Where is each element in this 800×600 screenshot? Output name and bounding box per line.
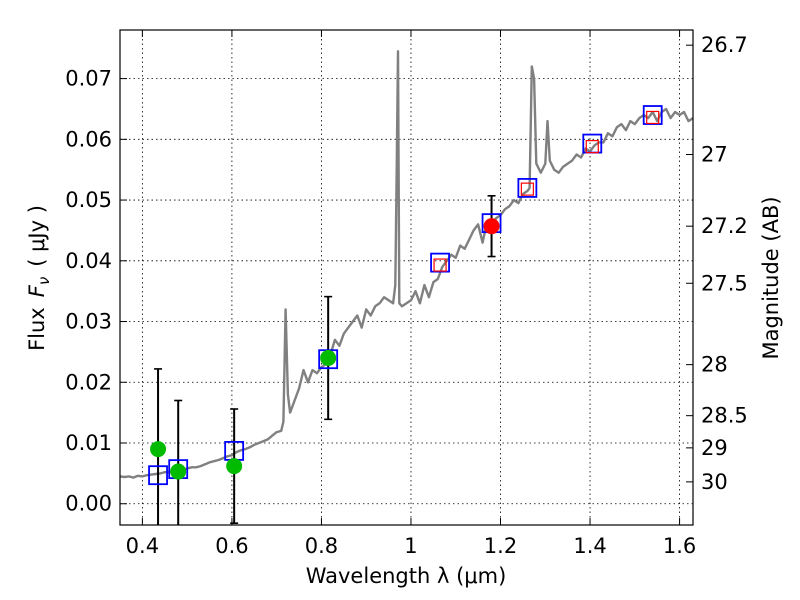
y2-tick-label: 30 [701,470,728,494]
x-axis-label: Wavelength λ (μm) [306,564,507,588]
x-tick-label: 1.4 [573,534,606,558]
marker-square [520,182,534,196]
y2-tick-label: 27 [701,143,728,167]
marker-square [646,110,660,125]
axis-ticks: 0.4 0.6 0.8 1 1.2 1.4 1.6 0.00 0.01 0.02 0.03 0.04 0… [65,30,748,558]
x-tick-label: 0.4 [126,534,159,558]
marker-circle [226,458,243,475]
y-axis-label-subscript: ν [35,277,53,285]
y2-axis-label: Magnitude (AB) [759,196,783,359]
marker-circle [170,463,187,480]
y-tick-label: 0.07 [65,67,112,91]
y-axis-label-unit: ( μJy ) [25,205,49,267]
grid-lines [120,30,693,525]
y-axis-label: Flux Fν ( μJy ) [25,205,53,351]
x-tick-label: 1.6 [663,534,696,558]
y2-tick-label: 28 [701,353,728,377]
y-axis-label-prefix: Flux [25,307,49,351]
y-tick-label: 0.02 [65,370,112,394]
plot-frame [119,29,694,526]
y2-tick-label: 27.2 [701,214,748,238]
y2-tick-label: 28.5 [701,404,748,428]
x-tick-label: 1.2 [484,534,517,558]
y-tick-label: 0.06 [65,127,112,151]
marker-circle [150,441,167,458]
marker-square [517,178,538,198]
spectrum-series [119,50,694,479]
y2-tick-label: 27.5 [701,271,748,295]
x-tick-label: 0.8 [305,534,338,558]
marker-circle [320,349,337,366]
y-tick-label: 0.01 [65,431,112,455]
y-tick-label: 0.03 [65,310,112,334]
marker-square [433,258,447,272]
marker-square [585,140,599,154]
spectrum-line [119,50,694,479]
x-tick-label: 1 [404,534,417,558]
y-axis-label-symbol: F [25,284,49,297]
y2-tick-label: 29 [701,436,728,460]
marker-circle [483,218,500,235]
y-tick-label: 0.00 [65,492,112,516]
y2-tick-label: 26.7 [701,33,748,57]
marker-square [148,465,168,486]
y-tick-label: 0.04 [65,249,112,273]
x-tick-label: 0.6 [215,534,248,558]
y-tick-label: 0.05 [65,188,112,212]
data-markers [148,105,663,486]
